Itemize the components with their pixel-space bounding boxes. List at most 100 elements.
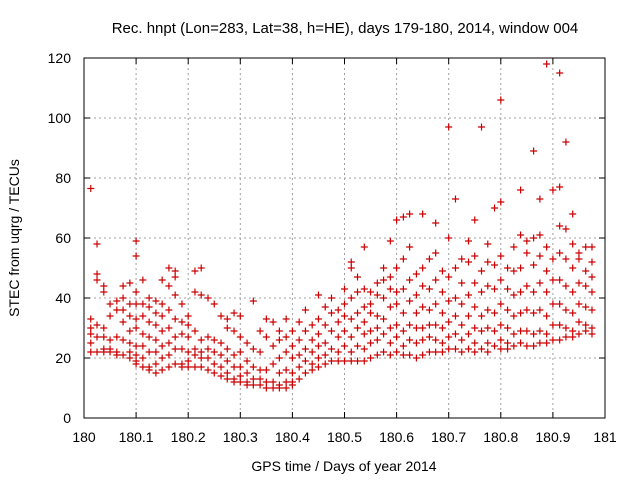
data-point: [419, 351, 427, 359]
data-point: [478, 267, 486, 275]
data-point: [327, 357, 335, 365]
data-point: [139, 330, 147, 338]
data-point: [438, 267, 446, 275]
data-point: [262, 366, 270, 374]
data-point: [354, 288, 362, 296]
data-point: [295, 351, 303, 359]
data-point: [139, 312, 147, 320]
data-point: [451, 312, 459, 320]
data-point: [432, 321, 440, 329]
data-point: [523, 342, 531, 350]
data-point: [458, 279, 466, 287]
data-point: [556, 300, 564, 308]
data-point: [132, 351, 140, 359]
data-point: [334, 306, 342, 314]
y-tick-label: 100: [48, 110, 72, 126]
data-point: [380, 276, 388, 284]
data-point: [308, 360, 316, 368]
data-point: [327, 327, 335, 335]
data-point: [504, 306, 512, 314]
x-axis-label: GPS time / Days of year 2014: [251, 458, 436, 474]
data-point: [393, 264, 401, 272]
data-point: [549, 186, 557, 194]
data-point: [386, 324, 394, 332]
data-point: [341, 342, 348, 350]
data-point: [419, 264, 427, 272]
data-point: [269, 342, 277, 350]
data-point: [236, 333, 244, 341]
data-point: [243, 381, 251, 389]
data-point: [354, 324, 362, 332]
data-point: [126, 312, 134, 320]
data-point: [582, 321, 590, 329]
x-tick-label: 181: [593, 429, 617, 445]
data-point: [399, 327, 407, 335]
data-point: [243, 357, 251, 365]
data-point: [262, 333, 270, 341]
data-point: [536, 231, 544, 239]
data-point: [210, 348, 218, 356]
x-tick-label: 180.5: [327, 429, 362, 445]
data-point: [314, 363, 322, 371]
data-point: [530, 261, 538, 269]
data-point: [432, 348, 440, 356]
data-point: [106, 300, 114, 308]
data-point: [536, 279, 544, 287]
data-point: [575, 279, 583, 287]
data-point: [191, 267, 199, 275]
data-point: [197, 291, 205, 299]
data-point: [87, 315, 95, 323]
data-point: [321, 339, 329, 347]
data-point: [497, 198, 505, 206]
data-point: [165, 306, 173, 314]
data-point: [510, 267, 518, 275]
x-tick-label: 180.1: [119, 429, 154, 445]
data-point: [373, 312, 381, 320]
data-point: [197, 363, 205, 371]
data-point: [373, 336, 381, 344]
data-point: [230, 327, 238, 335]
data-point: [523, 249, 531, 257]
data-point: [569, 333, 577, 341]
data-point: [386, 237, 394, 245]
data-point: [367, 327, 375, 335]
data-point: [517, 339, 525, 347]
data-point: [478, 327, 486, 335]
data-point: [517, 231, 525, 239]
data-point: [543, 330, 551, 338]
data-point: [478, 123, 486, 131]
data-point: [256, 327, 264, 335]
data-point: [588, 288, 596, 296]
data-point: [158, 276, 166, 284]
data-point: [347, 258, 355, 266]
data-point: [347, 333, 355, 341]
data-point: [569, 240, 577, 248]
data-point: [582, 243, 590, 251]
data-point: [367, 288, 375, 296]
data-point: [132, 252, 140, 260]
data-point: [588, 330, 596, 338]
data-point: [432, 219, 440, 227]
data-point: [393, 333, 401, 341]
data-point: [301, 357, 309, 365]
data-point: [530, 309, 538, 317]
x-tick-label: 180.8: [483, 429, 518, 445]
data-point: [139, 354, 147, 362]
data-point: [178, 363, 186, 371]
data-point: [491, 261, 499, 269]
data-point: [373, 279, 381, 287]
data-point: [282, 378, 290, 386]
data-point: [380, 330, 388, 338]
data-point: [145, 318, 153, 326]
data-point: [126, 327, 134, 335]
data-point: [471, 339, 479, 347]
data-point: [295, 336, 303, 344]
data-point: [588, 306, 596, 314]
data-point: [93, 348, 101, 356]
data-point: [406, 297, 414, 305]
data-point: [145, 366, 153, 374]
data-point: [288, 381, 296, 389]
data-point: [491, 204, 499, 212]
data-point: [478, 288, 486, 296]
data-point: [458, 300, 466, 308]
